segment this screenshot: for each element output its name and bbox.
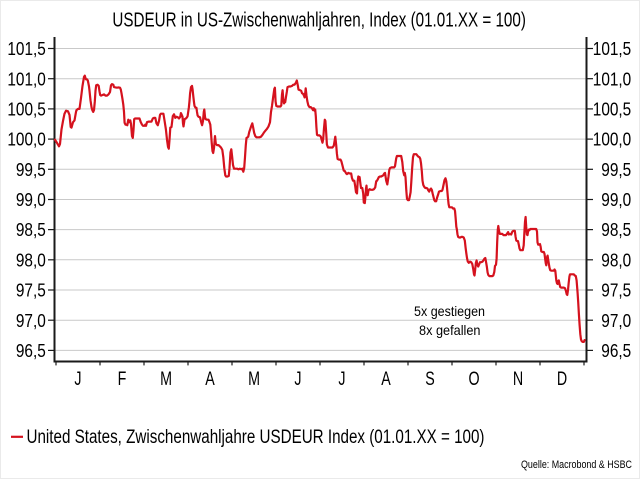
svg-text:United States, Zwischenwahljah: United States, Zwischenwahljahre USDEUR …	[27, 427, 485, 448]
svg-text:100,5: 100,5	[7, 99, 45, 120]
svg-text:99,5: 99,5	[601, 159, 631, 180]
svg-text:J: J	[294, 369, 301, 390]
svg-text:97,5: 97,5	[601, 280, 631, 301]
svg-text:98,5: 98,5	[601, 219, 631, 240]
svg-text:A: A	[381, 369, 391, 390]
svg-text:O: O	[469, 369, 480, 390]
svg-text:98,5: 98,5	[16, 219, 46, 240]
svg-text:96,5: 96,5	[601, 340, 631, 361]
svg-text:101,5: 101,5	[7, 38, 45, 59]
svg-text:101,5: 101,5	[593, 38, 631, 59]
svg-text:100,0: 100,0	[593, 129, 631, 150]
svg-text:A: A	[205, 369, 215, 390]
svg-text:100,5: 100,5	[593, 99, 631, 120]
svg-text:98,0: 98,0	[16, 249, 46, 270]
svg-text:99,5: 99,5	[16, 159, 46, 180]
svg-text:D: D	[557, 369, 567, 390]
svg-text:USDEUR in US-Zwischenwahljahre: USDEUR in US-Zwischenwahljahren, Index (…	[112, 10, 526, 32]
svg-text:101,0: 101,0	[7, 68, 45, 89]
svg-text:J: J	[338, 369, 345, 390]
svg-text:S: S	[425, 369, 435, 390]
svg-text:96,5: 96,5	[16, 340, 46, 361]
svg-text:N: N	[513, 369, 523, 390]
svg-text:8x gefallen: 8x gefallen	[419, 322, 481, 338]
svg-text:99,0: 99,0	[601, 189, 631, 210]
svg-text:Quelle: Macrobond & HSBC: Quelle: Macrobond & HSBC	[521, 459, 632, 471]
svg-text:M: M	[160, 369, 172, 390]
svg-text:M: M	[248, 369, 260, 390]
svg-text:100,0: 100,0	[7, 129, 45, 150]
svg-text:97,0: 97,0	[16, 310, 46, 331]
svg-text:101,0: 101,0	[593, 68, 631, 89]
svg-text:99,0: 99,0	[16, 189, 46, 210]
svg-text:97,0: 97,0	[601, 310, 631, 331]
svg-text:F: F	[118, 369, 127, 390]
svg-text:97,5: 97,5	[16, 280, 46, 301]
svg-text:98,0: 98,0	[601, 249, 631, 270]
svg-text:J: J	[74, 369, 81, 390]
svg-text:5x gestiegen: 5x gestiegen	[414, 303, 485, 319]
